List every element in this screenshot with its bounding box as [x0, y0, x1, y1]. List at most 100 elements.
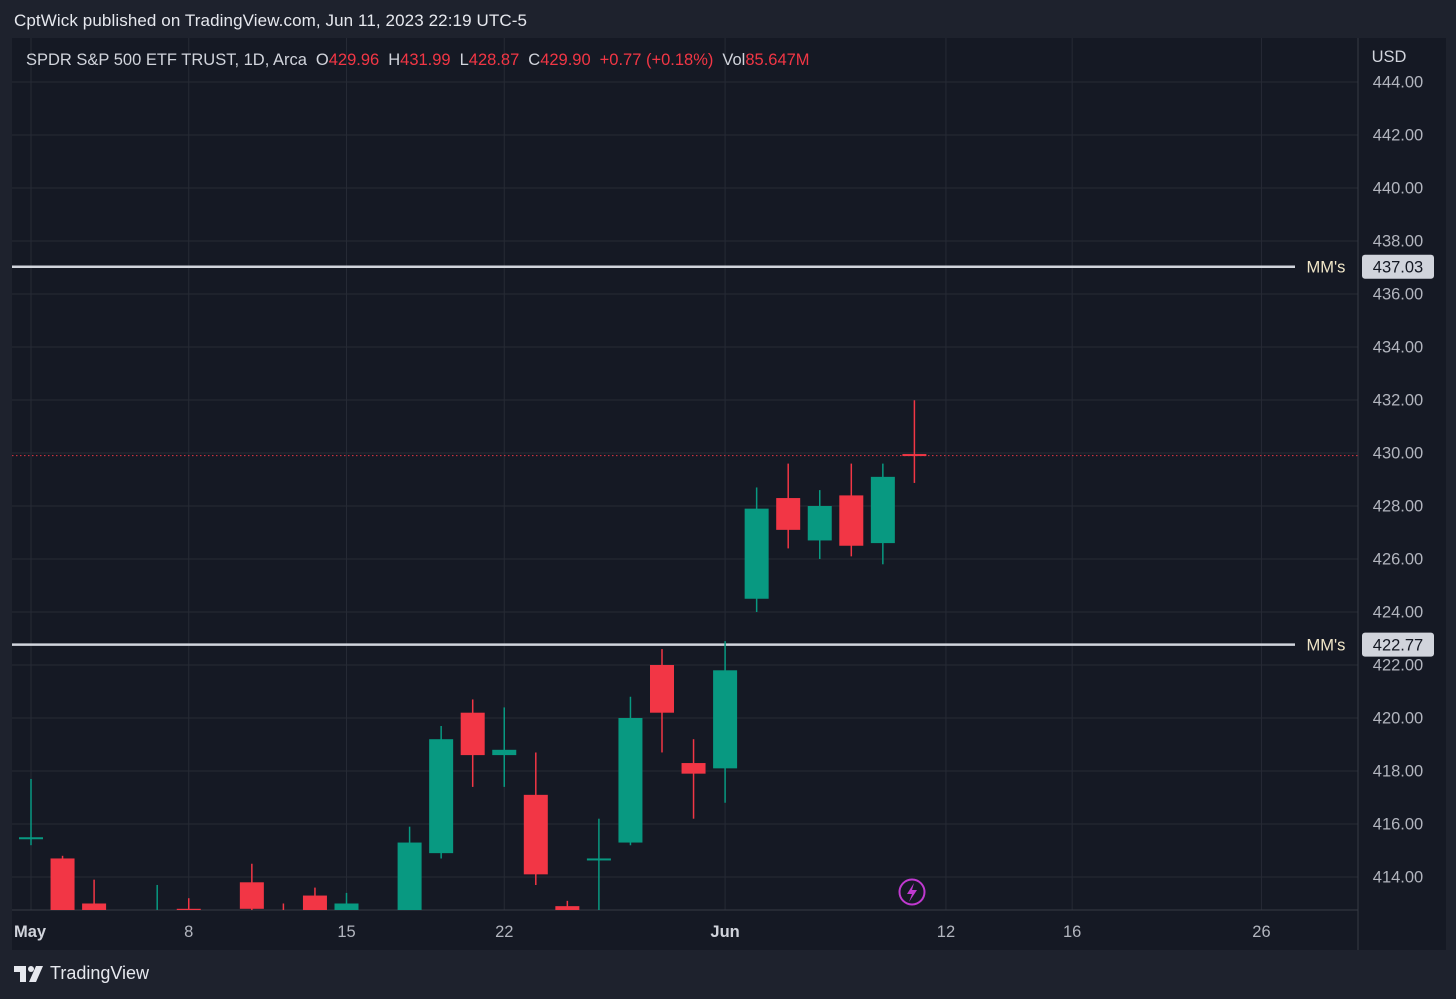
candle[interactable]	[902, 400, 927, 483]
candle-body	[586, 858, 611, 861]
candle-body	[523, 794, 548, 875]
mm-price-badge	[1362, 254, 1434, 279]
candle-body	[460, 712, 485, 756]
x-tick-label: 22	[495, 923, 513, 941]
brand-name: TradingView	[50, 963, 150, 983]
candle-body	[50, 858, 75, 910]
x-tick-label: 26	[1252, 923, 1270, 941]
y-tick-label: 418.00	[1373, 763, 1423, 781]
candle-body	[366, 919, 390, 950]
y-tick-label: 426.00	[1373, 551, 1423, 569]
candle[interactable]	[460, 699, 485, 787]
volume-value: 85.647M	[745, 51, 810, 69]
candle-body	[492, 749, 517, 756]
candle[interactable]	[555, 900, 580, 950]
y-tick-label: 422.00	[1373, 657, 1423, 675]
volume-label: Vol	[722, 51, 746, 69]
y-tick-label: 438.00	[1373, 233, 1423, 251]
candle-body	[145, 914, 169, 950]
candle[interactable]	[744, 487, 769, 612]
candle[interactable]	[50, 855, 75, 943]
candle[interactable]	[302, 887, 327, 950]
candle[interactable]	[208, 914, 232, 950]
x-tick-label: 15	[337, 923, 355, 941]
candle[interactable]	[366, 914, 390, 950]
open-value: 429.96	[328, 51, 380, 69]
candle[interactable]	[239, 863, 264, 946]
candle-body	[19, 837, 43, 840]
high-label: H	[388, 51, 401, 69]
candle[interactable]	[492, 707, 517, 787]
candle-body	[176, 908, 201, 910]
y-tick-label: 428.00	[1373, 498, 1423, 516]
candle[interactable]	[334, 892, 359, 950]
candle[interactable]	[776, 463, 801, 549]
candle[interactable]	[19, 778, 43, 846]
x-tick-label: Jun	[710, 923, 739, 941]
chart-grid	[12, 38, 1359, 950]
candle-body	[302, 895, 327, 910]
candle-body	[713, 670, 738, 769]
candle-body	[902, 454, 927, 457]
mm-line-label: MM's	[1307, 637, 1346, 655]
y-tick-label: 424.00	[1373, 604, 1423, 622]
candle-body	[807, 506, 832, 541]
candle[interactable]	[650, 649, 674, 753]
y-tick-label: 416.00	[1373, 816, 1423, 834]
high-value: 431.99	[400, 51, 451, 69]
candle[interactable]	[523, 752, 548, 885]
candle-body	[397, 842, 422, 910]
candle-body	[208, 930, 232, 950]
candle-body	[870, 476, 895, 544]
candle[interactable]	[713, 641, 738, 803]
x-tick-label: 8	[184, 923, 193, 941]
symbol-legend: SPDR S&P 500 ETF TRUST, 1D, Arca O429.96 H…	[26, 51, 810, 70]
mm-lines: MM's MM's	[12, 259, 1358, 655]
candle[interactable]	[176, 898, 201, 940]
candle[interactable]	[618, 696, 643, 846]
low-value: 428.87	[468, 51, 520, 69]
candle-body	[681, 763, 706, 774]
candle[interactable]	[397, 826, 422, 941]
y-tick-label: 436.00	[1373, 286, 1423, 304]
y-tick-label: 430.00	[1373, 445, 1423, 463]
candle[interactable]	[145, 884, 169, 950]
candle[interactable]	[839, 463, 864, 557]
low-label: L	[459, 51, 469, 69]
y-tick-label: 434.00	[1373, 339, 1423, 357]
candle[interactable]	[586, 818, 611, 941]
y-tick-label: 444.00	[1373, 74, 1423, 92]
candle-body	[744, 508, 769, 599]
candle-body	[239, 882, 264, 909]
currency-label: USD	[1372, 48, 1407, 66]
footer-brand[interactable]: TradingView	[14, 963, 149, 984]
symbol-title: SPDR S&P 500 ETF TRUST, 1D, Arca	[26, 51, 307, 69]
candle[interactable]	[807, 490, 832, 559]
chart-frame[interactable]: MM's MM's 444.00 442.00 440.00 438.00 436.00 4…	[12, 38, 1446, 950]
change-value: +0.77 (+0.18%)	[599, 51, 714, 69]
candle-body	[82, 903, 107, 910]
publisher-info: CptWick published on TradingView.com, Ju…	[14, 11, 528, 30]
candle-body	[776, 498, 801, 530]
candle[interactable]	[429, 725, 454, 859]
price-chart[interactable]: MM'sMM's 444.00442.00440.00438.00436.004…	[12, 38, 1446, 950]
x-tick-label: May	[14, 923, 47, 941]
alert-lightning-icon[interactable]	[898, 878, 926, 906]
candles	[19, 400, 927, 950]
y-tick-label: 442.00	[1373, 127, 1423, 145]
candle-body	[839, 495, 864, 546]
candle-body	[650, 665, 674, 713]
price-axis: 444.00 442.00 440.00 438.00 436.00 434.00 432.…	[1362, 48, 1434, 887]
mm-price-badge-label: 437.03	[1373, 259, 1423, 277]
mm-price-badge-label: 422.77	[1373, 637, 1423, 655]
candle[interactable]	[82, 879, 107, 950]
open-label: O	[315, 51, 329, 69]
x-tick-label: 12	[937, 923, 955, 941]
candle[interactable]	[870, 463, 895, 565]
close-value: 429.90	[540, 51, 591, 69]
x-tick-label: 16	[1063, 923, 1081, 941]
candle[interactable]	[681, 739, 706, 819]
candle-body	[429, 739, 454, 854]
close-label: C	[528, 51, 541, 69]
y-tick-label: 420.00	[1373, 710, 1423, 728]
